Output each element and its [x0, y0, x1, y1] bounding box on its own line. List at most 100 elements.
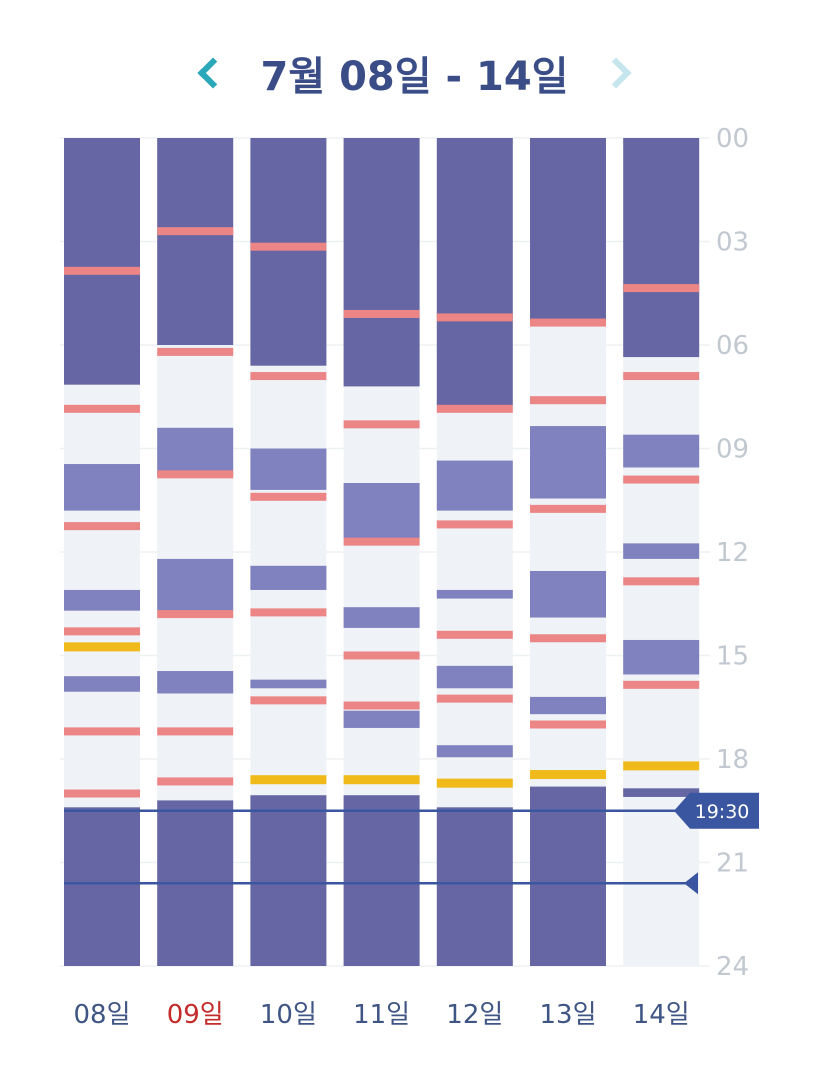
meal-marker [250, 372, 327, 381]
meal-marker [157, 777, 234, 786]
hour-label: 12 [716, 538, 749, 568]
light-block [250, 448, 327, 490]
meal-marker [623, 577, 700, 586]
day-label[interactable]: 13일 [539, 1000, 596, 1030]
current-time-label: 19:30 [695, 801, 750, 823]
sleep-block [250, 138, 327, 366]
meal-marker [64, 727, 140, 736]
light-block [530, 570, 606, 618]
meal-marker [530, 396, 606, 405]
light-block [250, 565, 327, 590]
light-block [343, 483, 420, 539]
light-block [436, 589, 513, 599]
meal-marker [436, 404, 513, 413]
meal-marker [157, 347, 234, 356]
sleep-block [530, 138, 606, 325]
meal-marker [623, 372, 700, 381]
meal-marker [436, 520, 513, 529]
light-block [530, 696, 606, 715]
meal-marker [250, 492, 327, 501]
meal-marker [157, 470, 234, 479]
light-block [436, 665, 513, 689]
light-block [64, 464, 140, 511]
meal-marker [530, 318, 606, 327]
meal-marker [157, 610, 234, 619]
meal-marker [623, 680, 700, 689]
day-label[interactable]: 11일 [353, 1000, 410, 1030]
meal-marker [343, 537, 420, 546]
day-label[interactable]: 12일 [446, 1000, 503, 1030]
light-block [157, 558, 234, 611]
light-block [343, 607, 420, 628]
sleep-block [64, 138, 140, 385]
hour-label: 21 [716, 849, 749, 879]
light-block [623, 434, 700, 468]
event-marker [250, 775, 327, 785]
event-marker [436, 778, 513, 788]
light-block [64, 589, 140, 611]
light-block [436, 745, 513, 758]
hour-label: 09 [716, 435, 749, 465]
meal-marker [530, 634, 606, 643]
light-block [157, 671, 234, 694]
day-label[interactable]: 09일 [167, 1000, 224, 1030]
meal-marker [64, 789, 140, 798]
meal-marker [623, 284, 700, 293]
meal-marker [343, 309, 420, 318]
meal-marker [343, 701, 420, 710]
meal-marker [343, 651, 420, 660]
day-label[interactable]: 14일 [633, 1000, 690, 1030]
sleep-block [436, 138, 513, 406]
meal-marker [436, 630, 513, 639]
event-marker [530, 770, 606, 780]
meal-marker [250, 608, 327, 617]
light-block [157, 427, 234, 477]
sleep-block [64, 807, 140, 966]
hour-label: 15 [716, 642, 749, 672]
current-time-tag[interactable] [674, 792, 759, 829]
meal-marker [623, 475, 700, 484]
meal-marker [64, 404, 140, 413]
hour-label: 24 [716, 952, 749, 982]
meal-marker [64, 522, 140, 531]
light-block [343, 710, 420, 728]
meal-marker [157, 227, 234, 236]
light-block [64, 676, 140, 692]
hour-label: 18 [716, 745, 749, 775]
sleep-block [343, 138, 420, 387]
week-title: 7월 08일 - 14일 [260, 54, 569, 100]
sleep-block [436, 807, 513, 966]
event-marker [343, 775, 420, 785]
hour-label: 00 [716, 124, 749, 154]
event-marker [623, 761, 700, 771]
light-block [530, 426, 606, 499]
meal-marker [530, 720, 606, 729]
meal-marker [343, 420, 420, 429]
sleep-block [623, 138, 700, 358]
sleep-block [530, 786, 606, 966]
sleep-block [623, 788, 700, 797]
sleep-block [250, 795, 327, 966]
meal-marker [530, 504, 606, 513]
meal-marker [64, 627, 140, 636]
meal-marker [436, 694, 513, 703]
sleep-block [157, 138, 234, 345]
light-block [436, 460, 513, 511]
meal-marker [250, 242, 327, 251]
light-block [623, 639, 700, 675]
light-block [623, 543, 700, 559]
sleep-block [343, 795, 420, 966]
reference-time-arrow[interactable] [684, 872, 698, 895]
meal-marker [436, 313, 513, 322]
meal-marker [157, 727, 234, 736]
meal-marker [250, 696, 327, 705]
day-label[interactable]: 10일 [260, 1000, 317, 1030]
hour-label: 03 [716, 228, 749, 258]
event-marker [64, 642, 140, 652]
light-block [250, 679, 327, 689]
meal-marker [64, 266, 140, 275]
day-label[interactable]: 08일 [73, 1000, 130, 1030]
hour-label: 06 [716, 331, 749, 361]
week-header: 7월 08일 - 14일 [0, 42, 829, 104]
